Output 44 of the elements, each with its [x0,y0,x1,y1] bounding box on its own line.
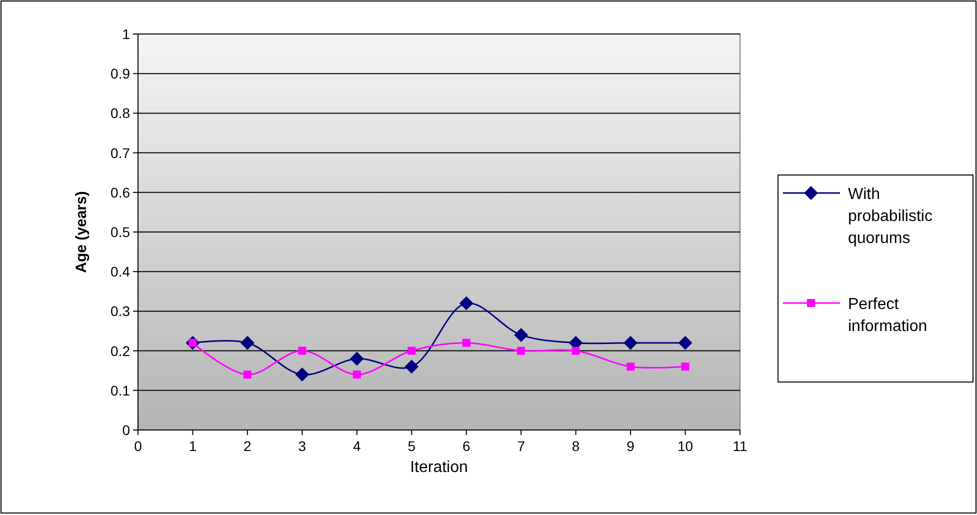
y-tick-label: 0.5 [110,224,130,240]
point [350,352,364,366]
x-tick-label: 9 [626,438,635,454]
legend-label: With probabilistic quorums [848,186,932,247]
y-tick-label: 0.9 [110,66,130,82]
x-tick-label: 0 [134,438,142,454]
y-tick-label: 0 [122,422,130,438]
point [459,296,474,310]
point [408,346,416,355]
point [352,370,361,379]
x-tick-label: 6 [462,438,470,454]
point [626,362,635,371]
point [681,362,690,371]
point [462,338,470,347]
x-tick-label: 1 [188,438,197,454]
x-tick-label: 4 [353,438,362,454]
y-tick-label: 0.6 [110,184,130,200]
y-tick-label: 0.4 [110,264,130,280]
x-tick-label: 2 [244,438,252,454]
x-tick-label: 11 [732,438,748,454]
point [295,368,310,382]
y-axis-title: Age (years) [73,191,90,273]
y-tick-label: 0.8 [110,105,130,122]
x-tick-label: 10 [677,438,694,454]
y-tick-label: 0.1 [110,382,130,398]
x-tick-label: 7 [517,438,526,454]
point [298,346,306,355]
x-tick-label: 3 [298,438,306,454]
point [240,336,254,350]
x-tick-label: 8 [572,438,580,454]
point [572,346,580,355]
x-axis-title: Iteration [410,459,468,476]
point [404,360,419,374]
point [517,346,526,355]
y-tick-label: 0.7 [110,144,130,161]
x-tick-label: 5 [408,438,416,454]
y-tick-label: 0.3 [110,303,130,320]
y-tick-label: 1 [122,26,130,42]
point [678,336,692,350]
y-tick-label: 0.2 [110,342,130,359]
point [243,370,252,379]
legend-label: Perfect information [848,296,928,335]
point [624,336,638,350]
point [514,328,528,342]
